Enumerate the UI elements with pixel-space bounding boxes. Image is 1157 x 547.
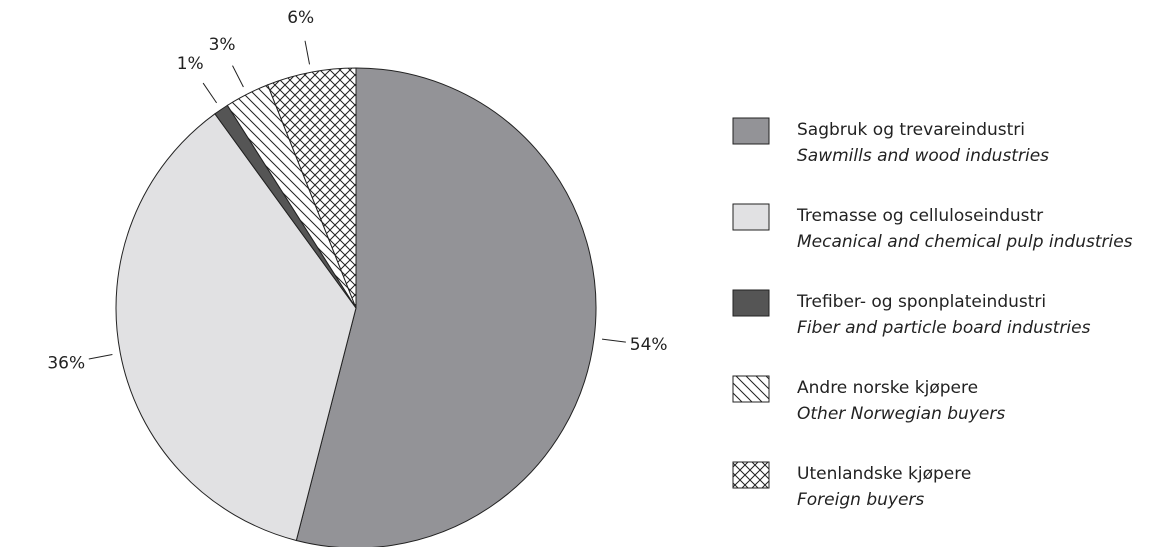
legend-label: Trefiber- og sponplateindustri: [796, 292, 1046, 312]
data-label: 6%: [287, 8, 314, 28]
data-label: 54%: [630, 335, 668, 355]
legend-label: Sagbruk og trevareindustri: [797, 120, 1025, 140]
leader-line: [88, 353, 113, 360]
legend-swatch: [732, 289, 770, 317]
legend-label-english: Foreign buyers: [797, 490, 924, 510]
pie-slice: [295, 67, 597, 547]
data-label: 3%: [209, 35, 236, 55]
legend-label: Andre norske kjøpere: [797, 378, 978, 398]
leader-line: [232, 65, 244, 88]
leader-line: [202, 82, 218, 104]
leader-line: [601, 338, 626, 343]
legend-label-english: Fiber and particle board industries: [797, 318, 1091, 338]
legend-swatch: [732, 375, 770, 403]
legend-label-english: Sawmills and wood industries: [797, 146, 1049, 166]
legend-label-english: Other Norwegian buyers: [797, 404, 1005, 424]
legend-swatch: [732, 461, 770, 489]
legend-label-english: Mecanical and chemical pulp industries: [797, 232, 1133, 252]
pie-slice: [115, 113, 357, 542]
data-label: 1%: [177, 54, 204, 74]
leader-line: [304, 40, 311, 65]
legend-label: Tremasse og celluloseindustr: [796, 206, 1043, 226]
data-label: 36%: [47, 353, 85, 373]
legend-swatch: [732, 203, 770, 231]
legend-swatch: [732, 117, 770, 145]
pie-slice: [267, 67, 357, 309]
legend-label: Utenlandske kjøpere: [797, 464, 971, 484]
